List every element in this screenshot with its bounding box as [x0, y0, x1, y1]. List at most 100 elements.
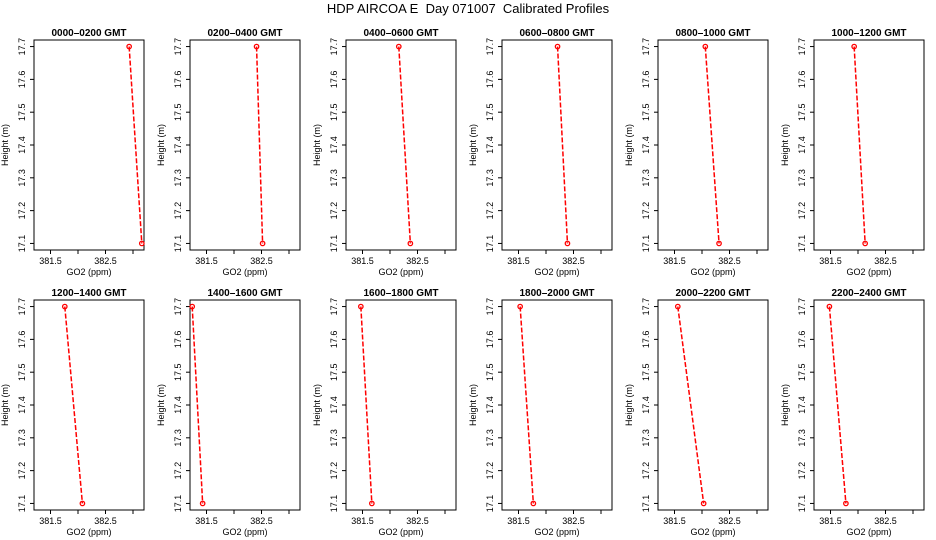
- x-tick-label: 382.5: [874, 256, 897, 266]
- y-tick-label: 17.2: [641, 202, 651, 220]
- data-point: [530, 500, 537, 507]
- y-tick-label: 17.4: [329, 396, 339, 414]
- x-tick-label: 381.5: [819, 516, 842, 526]
- y-tick-label: 17.6: [17, 71, 27, 89]
- y-tick-label: 17.1: [173, 495, 183, 513]
- y-tick-label: 17.6: [173, 331, 183, 349]
- y-tick-label: 17.5: [641, 103, 651, 121]
- y-tick-label: 17.1: [797, 495, 807, 513]
- plot-frame: [813, 39, 925, 251]
- x-tick-label: 381.5: [663, 516, 686, 526]
- x-axis-label: GO2 (ppm): [690, 527, 735, 537]
- data-point: [189, 303, 196, 310]
- profile-panel: 0000–0200 GMT 17.1 17.2 17.3 17.4 17.5 17.6 17.…: [0, 28, 145, 277]
- y-tick-label: 17.4: [641, 136, 651, 154]
- y-tick-label: 17.7: [641, 38, 651, 56]
- y-tick-label: 17.7: [173, 298, 183, 316]
- y-tick-label: 17.3: [641, 429, 651, 447]
- y-tick-label: 17.6: [17, 331, 27, 349]
- y-tick-label: 17.6: [641, 71, 651, 89]
- x-tick-label: 381.5: [39, 256, 62, 266]
- y-tick-label: 17.4: [17, 136, 27, 154]
- panel-title: 1200–1400 GMT: [51, 288, 126, 299]
- y-tick-label: 17.6: [485, 71, 495, 89]
- y-tick-label: 17.5: [485, 363, 495, 381]
- x-axis-label: GO2 (ppm): [222, 527, 267, 537]
- x-tick-label: 381.5: [507, 516, 530, 526]
- y-tick-label: 17.2: [641, 462, 651, 480]
- series-line: [64, 306, 84, 504]
- plot-frame: [657, 299, 769, 511]
- panel-title: 1800–2000 GMT: [519, 288, 594, 299]
- panel-title: 1400–1600 GMT: [207, 288, 282, 299]
- y-tick-label: 17.3: [641, 169, 651, 187]
- y-tick-label: 17.7: [17, 298, 27, 316]
- y-tick-label: 17.2: [17, 202, 27, 220]
- chart-main-title: HDP AIRCOA E Day 071007 Calibrated Profi…: [326, 1, 610, 16]
- series-line: [519, 306, 535, 504]
- x-tick-label: 382.5: [406, 256, 429, 266]
- data-point: [199, 500, 206, 507]
- panel-title: 0000–0200 GMT: [51, 28, 126, 39]
- y-tick-label: 17.5: [17, 363, 27, 381]
- y-tick-label: 17.1: [173, 235, 183, 253]
- y-tick-label: 17.1: [329, 235, 339, 253]
- data-point: [674, 303, 681, 310]
- plot-frame: [813, 299, 925, 511]
- data-point: [554, 43, 561, 50]
- y-axis-label: Height (m): [156, 124, 166, 166]
- x-tick-label: 382.5: [250, 256, 273, 266]
- x-tick-label: 382.5: [406, 516, 429, 526]
- series-line: [556, 46, 569, 244]
- x-axis-label: GO2 (ppm): [690, 267, 735, 277]
- x-tick-label: 381.5: [507, 256, 530, 266]
- y-tick-label: 17.7: [17, 38, 27, 56]
- series-line: [128, 46, 143, 244]
- plot-frame: [501, 39, 613, 251]
- x-tick-label: 382.5: [94, 516, 117, 526]
- data-point: [564, 240, 571, 247]
- x-tick-label: 382.5: [718, 516, 741, 526]
- y-axis-label: Height (m): [156, 384, 166, 426]
- x-axis-label: GO2 (ppm): [378, 267, 423, 277]
- y-tick-label: 17.5: [17, 103, 27, 121]
- x-axis-label: GO2 (ppm): [846, 267, 891, 277]
- x-tick-label: 382.5: [94, 256, 117, 266]
- series-line: [255, 46, 264, 244]
- y-tick-label: 17.1: [329, 495, 339, 513]
- y-axis-label: Height (m): [780, 384, 790, 426]
- x-tick-label: 382.5: [562, 516, 585, 526]
- y-tick-label: 17.5: [797, 103, 807, 121]
- y-tick-label: 17.7: [485, 38, 495, 56]
- series-line: [191, 306, 204, 504]
- y-tick-label: 17.7: [797, 298, 807, 316]
- x-tick-label: 382.5: [718, 256, 741, 266]
- y-tick-label: 17.7: [329, 298, 339, 316]
- y-tick-label: 17.4: [797, 136, 807, 154]
- data-point: [851, 43, 858, 50]
- y-tick-label: 17.2: [329, 202, 339, 220]
- data-point: [79, 500, 86, 507]
- y-tick-label: 17.3: [485, 169, 495, 187]
- y-axis-label: Height (m): [624, 124, 634, 166]
- y-tick-label: 17.4: [485, 136, 495, 154]
- plot-frame: [501, 299, 613, 511]
- panel-title: 0400–0600 GMT: [363, 28, 438, 39]
- y-tick-label: 17.1: [17, 495, 27, 513]
- y-tick-label: 17.2: [329, 462, 339, 480]
- y-tick-label: 17.4: [641, 396, 651, 414]
- y-tick-label: 17.3: [329, 169, 339, 187]
- series-line: [398, 46, 412, 244]
- y-tick-label: 17.7: [641, 298, 651, 316]
- profile-panel: 1800–2000 GMT 17.1 17.2 17.3 17.4 17.5 17.6 17.…: [468, 288, 613, 537]
- plot-frame: [33, 299, 145, 511]
- y-tick-label: 17.3: [797, 169, 807, 187]
- y-tick-label: 17.7: [173, 38, 183, 56]
- y-tick-label: 17.3: [173, 429, 183, 447]
- y-tick-label: 17.2: [797, 462, 807, 480]
- y-tick-label: 17.4: [173, 396, 183, 414]
- y-axis-label: Height (m): [312, 384, 322, 426]
- y-tick-label: 17.1: [485, 235, 495, 253]
- y-tick-label: 17.1: [641, 235, 651, 253]
- y-tick-label: 17.6: [641, 331, 651, 349]
